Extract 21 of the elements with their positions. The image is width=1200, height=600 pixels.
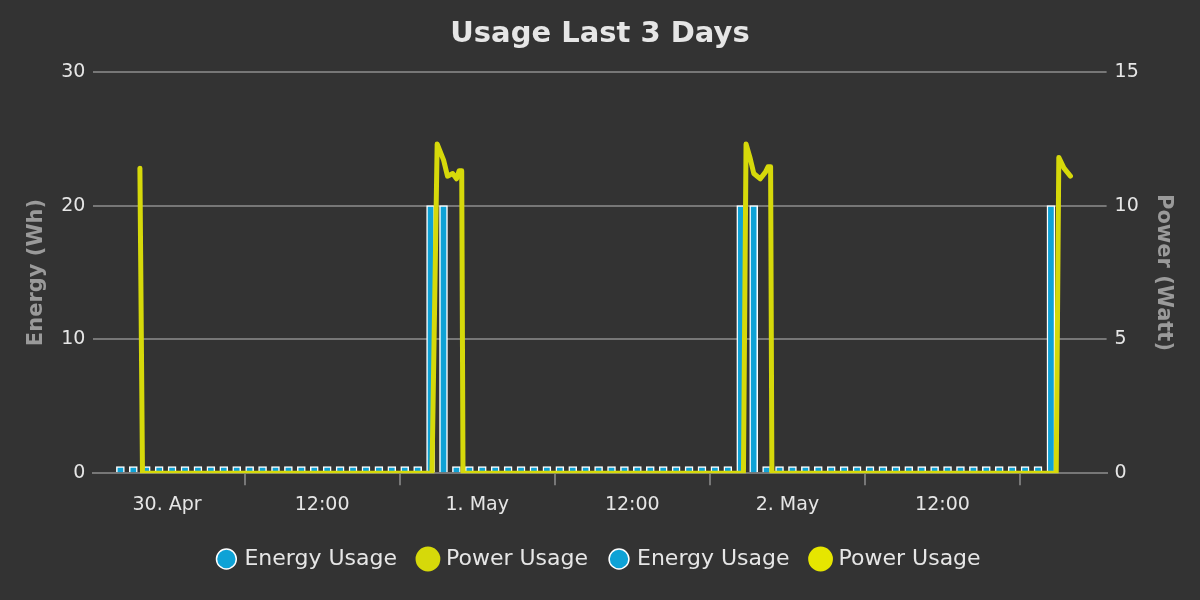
x-tick-label: 30. Apr [132, 491, 202, 514]
x-tick-label: 12:00 [294, 491, 350, 514]
y-tick-label: 30 [61, 58, 86, 81]
y2-axis-title: Power (Watt) [1152, 194, 1177, 351]
chart-title: Usage Last 3 Days [450, 14, 750, 49]
x-tick-label: 12:00 [915, 491, 970, 514]
legend-label: Power Usage [838, 544, 981, 570]
y-tick-label: 10 [61, 326, 86, 349]
legend-label: Energy Usage [244, 544, 397, 570]
y-tick-label: 20 [61, 192, 86, 215]
y2-tick-label: 10 [1114, 192, 1139, 215]
y-axis-title: Energy (Wh) [23, 198, 48, 347]
legend-label: Power Usage [445, 544, 589, 570]
y2-tick-label: 15 [1114, 58, 1139, 81]
x-tick-label: 2. May [755, 491, 820, 514]
y-tick-label: 0 [73, 460, 86, 483]
x-tick-label: 12:00 [604, 491, 660, 514]
y2-tick-label: 0 [1114, 460, 1127, 483]
y2-tick-label: 5 [1114, 326, 1127, 349]
legend-label: Energy Usage [637, 544, 790, 570]
x-tick-label: 1. May [445, 491, 509, 514]
